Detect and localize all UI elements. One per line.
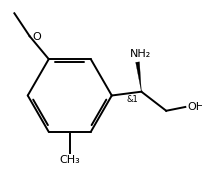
Text: CH₃: CH₃ xyxy=(59,155,80,165)
Text: &1: &1 xyxy=(126,95,138,104)
Text: OH: OH xyxy=(188,102,202,112)
Text: O: O xyxy=(33,32,41,42)
Polygon shape xyxy=(136,62,141,92)
Text: O: O xyxy=(0,190,1,191)
Text: NH₂: NH₂ xyxy=(130,49,151,59)
